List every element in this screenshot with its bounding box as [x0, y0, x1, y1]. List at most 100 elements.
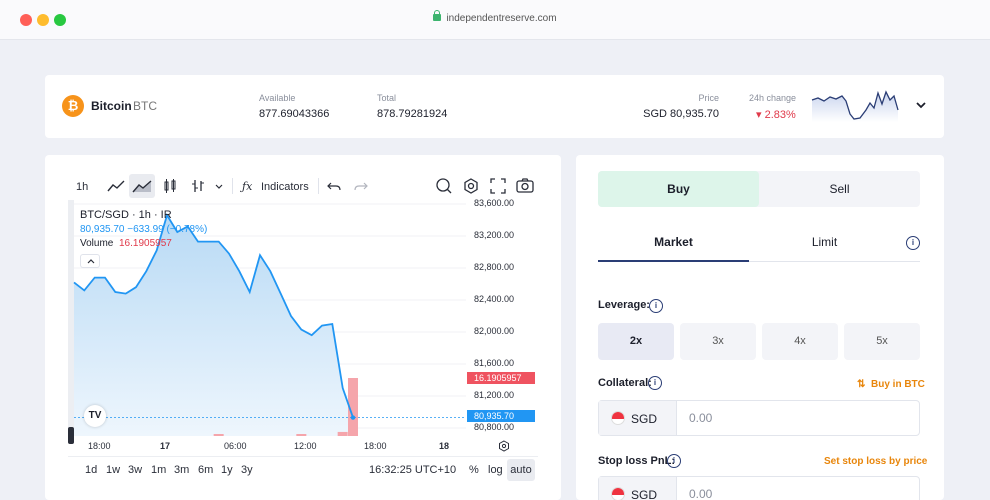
range-6m[interactable]: 6m [198, 464, 214, 476]
percent-scale-button[interactable]: % [469, 464, 479, 476]
stop-loss-currency-code: SGD [631, 488, 658, 500]
indicators-icon: ƒx [242, 180, 253, 193]
bars-icon[interactable] [188, 176, 208, 196]
lock-icon [433, 10, 442, 21]
time-tick-label: 18 [439, 441, 450, 451]
tab-limit[interactable]: Limit [811, 235, 838, 249]
active-tab-indicator [598, 260, 749, 262]
available-value: 877.69043366 [259, 108, 330, 120]
leverage-5x[interactable]: 5x [844, 323, 920, 360]
range-3w[interactable]: 3w [128, 464, 143, 476]
leverage-info-icon[interactable]: i [649, 299, 663, 313]
collapse-legend-button[interactable] [80, 254, 100, 268]
chart-type-chevron-icon[interactable] [212, 179, 226, 193]
last-price-badge: 80,935.70 [467, 410, 535, 422]
price-tick-label: 82,000.00 [474, 326, 515, 336]
buy-button[interactable]: Buy [598, 171, 759, 207]
set-stop-loss-link[interactable]: Set stop loss by price [824, 456, 928, 467]
auto-scale-button[interactable]: auto [507, 459, 535, 481]
chart-left-margin [68, 200, 74, 436]
fullscreen-icon[interactable] [488, 176, 508, 196]
bitcoin-icon: ₿ [62, 95, 84, 117]
leverage-2x[interactable]: 2x [598, 323, 674, 360]
price-tick-label: 80,800.00 [474, 422, 515, 432]
url-text: independentreserve.com [446, 13, 557, 24]
volume-bar [213, 434, 224, 436]
tab-market[interactable]: Market [654, 235, 693, 249]
chevron-up-icon [87, 259, 95, 264]
stop-loss-currency[interactable]: SGD [599, 477, 677, 500]
volume-label: Volume [80, 238, 114, 249]
stop-loss-info-icon[interactable]: i [667, 454, 681, 468]
price-tick-label: 82,400.00 [474, 294, 515, 304]
toolbar-divider [232, 178, 233, 194]
singapore-flag-icon [611, 487, 625, 500]
leverage-3x[interactable]: 3x [680, 323, 756, 360]
redo-icon[interactable] [353, 177, 369, 195]
collateral-currency[interactable]: SGD [599, 401, 677, 435]
time-tick-label: 12:00 [294, 441, 317, 451]
chevron-down-icon[interactable] [913, 97, 929, 113]
maximize-window-button[interactable] [54, 14, 66, 26]
price-value: SGD 80,935.70 [643, 108, 719, 120]
close-window-button[interactable] [20, 14, 32, 26]
log-scale-button[interactable]: log [488, 464, 503, 476]
available-label: Available [259, 93, 296, 103]
time-tick-label: 17 [160, 441, 171, 451]
toolbar-divider [318, 178, 319, 194]
range-3y[interactable]: 3y [241, 464, 253, 476]
leverage-4x[interactable]: 4x [762, 323, 838, 360]
volume-value: 16.1905957 [119, 238, 172, 249]
volume-bar [348, 378, 358, 436]
chart-time[interactable]: 16:32:25 UTC+10 [369, 464, 457, 476]
order-type-info-icon[interactable]: i [906, 236, 920, 250]
area-chart-icon [132, 180, 152, 193]
axis-settings-icon[interactable] [497, 439, 511, 453]
range-1d[interactable]: 1d [85, 464, 98, 476]
time-tick-label: 18:00 [364, 441, 387, 451]
time-tick-label: 06:00 [224, 441, 247, 451]
price-chart[interactable] [68, 200, 466, 436]
time-tick-label: 18:00 [88, 441, 111, 451]
range-1m[interactable]: 1m [151, 464, 167, 476]
collateral-field: SGD [598, 400, 920, 436]
interval-selector[interactable]: 1h [76, 181, 89, 193]
line-chart-icon[interactable] [105, 176, 127, 196]
address-bar[interactable]: independentreserve.com [0, 10, 990, 24]
range-1y[interactable]: 1y [221, 464, 233, 476]
undo-icon[interactable] [326, 177, 342, 195]
price-tick-label: 83,200.00 [474, 230, 515, 240]
area-chart-button[interactable] [129, 174, 155, 198]
swap-icon: ⇅ [857, 379, 866, 390]
ohlc-values: 80,935.70 −633.99 (−0.78%) [80, 224, 208, 235]
collateral-input[interactable] [689, 411, 889, 425]
buy-in-btc-link[interactable]: Buy in BTC [871, 379, 925, 390]
range-1w[interactable]: 1w [106, 464, 121, 476]
change-value: ▾ 2.83% [756, 109, 796, 121]
total-value: 878.79281924 [377, 108, 448, 120]
price-label: Price [698, 93, 719, 103]
last-price-marker [350, 415, 356, 420]
price-line [73, 212, 354, 418]
minimize-window-button[interactable] [37, 14, 49, 26]
total-label: Total [377, 93, 397, 103]
sell-button[interactable]: Sell [829, 182, 850, 196]
stop-loss-input[interactable] [689, 487, 889, 500]
quick-search-icon[interactable] [434, 176, 454, 196]
candles-icon[interactable] [160, 176, 180, 196]
price-tick-label: 82,800.00 [474, 262, 515, 272]
range-3m[interactable]: 3m [174, 464, 190, 476]
collateral-info-icon[interactable]: i [648, 376, 662, 390]
asset-symbol: BTC [133, 99, 157, 113]
tradingview-logo[interactable]: TV [84, 405, 106, 427]
price-tick-label: 81,200.00 [474, 390, 515, 400]
asset-header-card: ₿ Bitcoin BTC Available 877.69043366 Tot… [45, 75, 944, 138]
settings-gear-icon[interactable] [461, 176, 481, 196]
stop-loss-field: SGD [598, 476, 920, 500]
leverage-label: Leverage: [598, 299, 650, 311]
camera-icon[interactable] [515, 176, 535, 196]
indicators-button[interactable]: Indicators [261, 181, 309, 193]
symbol-title: BTC/SGD · 1h · IR [80, 209, 172, 221]
collapse-panel-handle[interactable] [68, 427, 74, 444]
chart-footer-divider [68, 456, 538, 457]
